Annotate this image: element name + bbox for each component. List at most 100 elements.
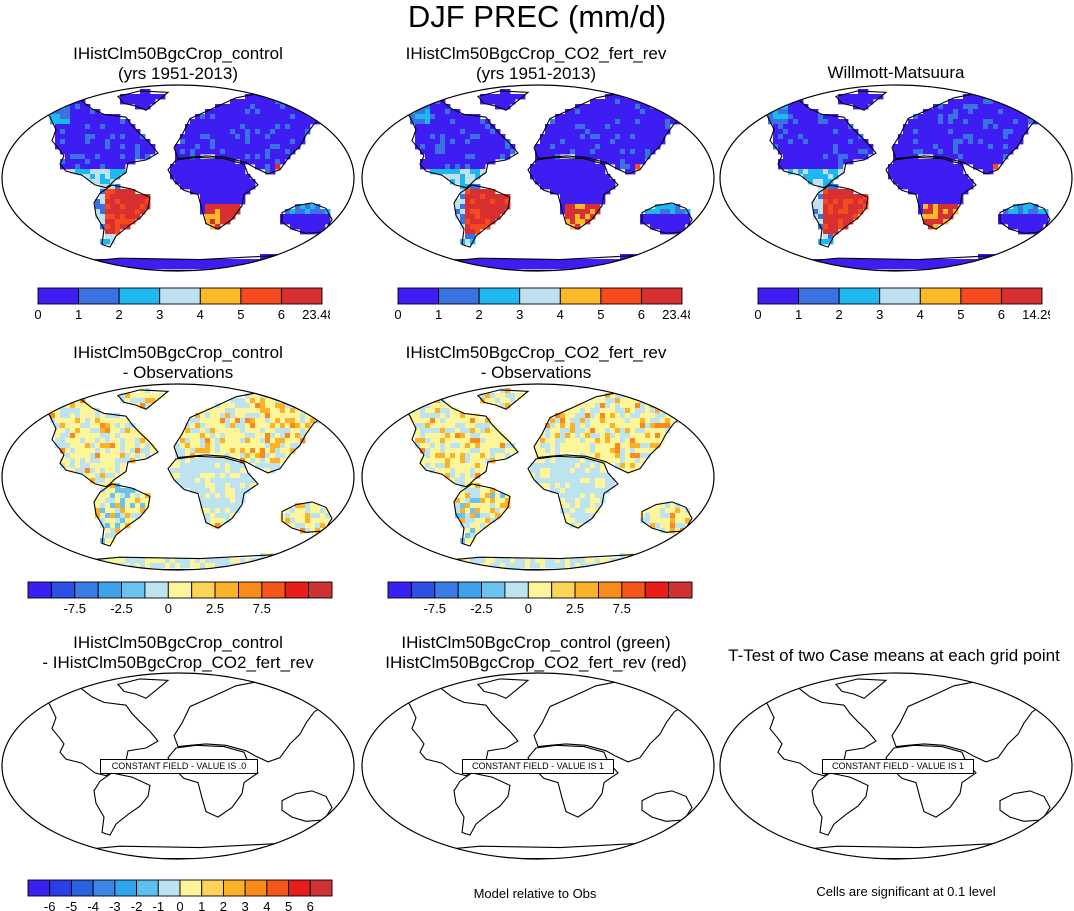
map-panel-control: [1, 84, 355, 272]
coastline-south-america: [93, 483, 151, 547]
colorbar-swatch: [240, 287, 282, 305]
map-frame: [1, 383, 355, 571]
colorbar-swatch: [481, 581, 506, 599]
map-panel-observations: [719, 84, 1073, 272]
colorbar-tick-label: 1: [795, 307, 802, 322]
colorbar-control: 0 1 2 3 4 5 6 23.484: [34, 287, 330, 322]
coastline-south-america: [93, 184, 151, 248]
colorbar-swatch: [644, 581, 670, 599]
colorbar-swatch: [434, 581, 459, 599]
colorbar-swatch: [199, 287, 242, 305]
colorbar-tick-label: 5: [237, 307, 244, 322]
panel-title-line: T-Test of two Case means at each grid po…: [728, 646, 1060, 665]
coastline-eurasia: [173, 678, 333, 763]
colorbar-swatch: [308, 581, 333, 599]
coastline-eurasia: [891, 90, 1051, 175]
coastline-eurasia: [533, 678, 693, 763]
colorbar-tick-label: 0: [34, 307, 41, 322]
coastline-australia: [281, 501, 333, 533]
map-panel-co2-minus-obs: [361, 383, 715, 571]
coastline-australia: [281, 202, 333, 234]
colorbar-tick-label: 2.5: [566, 601, 584, 616]
coastline-greenland: [835, 678, 888, 699]
colorbar-tick-label: 0: [165, 601, 172, 616]
colorbar-swatch: [244, 879, 268, 897]
colorbar-swatch: [668, 581, 693, 599]
panel-title-line: - Observations: [122, 363, 234, 382]
coastline-eurasia: [533, 389, 693, 474]
coastline-greenland: [835, 90, 888, 111]
coastline-africa: [527, 455, 619, 529]
colorbar-swatch: [157, 879, 181, 897]
colorbar-tick-label: 3: [876, 307, 883, 322]
coastline-greenland: [477, 678, 530, 699]
panel-title-line: (yrs 1951-2013): [475, 64, 596, 83]
constant-field-label: CONSTANT FIELD - VALUE IS .0: [100, 759, 258, 774]
panel-title-p4: IHistClm50BgcCrop_control - Observations: [20, 343, 336, 383]
colorbar-swatch: [37, 287, 80, 305]
colorbar-tick-label: 1: [435, 307, 442, 322]
colorbar-swatch: [478, 287, 521, 305]
colorbar-swatch: [519, 287, 561, 305]
colorbar-co2-fert-rev: 0 1 2 3 4 5 6 23.484: [394, 287, 690, 322]
colorbar-swatch: [879, 287, 921, 305]
colorbar-case-difference: -6 -5 -4 -3 -2 -1 0 1 2 3 4 5 6: [27, 879, 333, 911]
map-panel-co2-fert-rev: [361, 84, 715, 272]
colorbar-swatch: [1000, 287, 1043, 305]
colorbar-tick-label: 3: [242, 899, 249, 911]
colorbar-swatch: [600, 287, 642, 305]
colorbar-swatch: [70, 879, 94, 897]
panel-title-p6: IHistClm50BgcCrop_control - IHistClm50Bg…: [0, 633, 356, 673]
coastline-africa: [885, 744, 977, 818]
colorbar-swatch: [167, 581, 193, 599]
panel-title-p2: IHistClm50BgcCrop_CO2_fert_rev (yrs 1951…: [378, 44, 694, 84]
footnote-significance: Cells are significant at 0.1 level: [816, 884, 996, 899]
coastline-south-america: [811, 184, 869, 248]
colorbar-swatch: [159, 287, 201, 305]
map-frame: [719, 84, 1073, 272]
panel-title-p5: IHistClm50BgcCrop_CO2_fert_rev - Observa…: [378, 343, 694, 383]
panel-title-line: IHistClm50BgcCrop_control: [73, 343, 283, 362]
colorbar-swatch: [551, 581, 576, 599]
panel-title-line: IHistClm50BgcCrop_control (green): [401, 633, 671, 652]
colorbar-swatch: [387, 581, 412, 599]
colorbar-tick-label: 2.5: [206, 601, 224, 616]
colorbar-swatch: [266, 879, 290, 897]
coastline-greenland: [117, 90, 170, 111]
colorbar-swatch: [284, 581, 310, 599]
colorbar-swatch: [960, 287, 1002, 305]
panel-title-line: - Observations: [480, 363, 592, 382]
colorbar-swatch: [798, 287, 840, 305]
colorbar-swatch: [504, 581, 529, 599]
colorbar-swatch: [27, 879, 51, 897]
map-panel-control-minus-obs: [1, 383, 355, 571]
colorbar-tick-label: 7.5: [253, 601, 271, 616]
colorbar-tick-label: -3: [109, 899, 121, 911]
colorbar-tick-label: 6: [638, 307, 645, 322]
colorbar-swatch: [78, 287, 120, 305]
colorbar-tick-label: -6: [44, 899, 56, 911]
constant-field-label: CONSTANT FIELD - VALUE IS 1: [822, 759, 974, 774]
coastline-south-america: [811, 772, 869, 836]
colorbar-tick-label: -2.5: [470, 601, 492, 616]
colorbar-tick-label: 6: [278, 307, 285, 322]
colorbar-tick-label: 2: [220, 899, 227, 911]
figure-title: DJF PREC (mm/d): [407, 0, 667, 34]
panel-title-line: IHistClm50BgcCrop_control: [73, 633, 283, 652]
map-frame: [1, 672, 355, 860]
colorbar-tick-label: 2: [116, 307, 123, 322]
footnote-model-relative: Model relative to Obs: [473, 886, 597, 901]
colorbar-swatch: [92, 879, 116, 897]
coastline-south-america: [93, 772, 151, 836]
coastline-africa: [885, 156, 977, 230]
colorbar-swatch: [757, 287, 800, 305]
colorbar-swatch: [438, 287, 480, 305]
colorbar-swatch: [574, 581, 599, 599]
colorbar-tick-label: -7.5: [64, 601, 86, 616]
coastline-australia: [641, 790, 693, 822]
coastline-south-america: [453, 184, 511, 248]
colorbar-swatch: [621, 581, 646, 599]
colorbar-tick-label: 5: [597, 307, 604, 322]
panel-title-line: Willmott-Matsuura: [827, 63, 965, 82]
coastline-africa: [167, 744, 259, 818]
